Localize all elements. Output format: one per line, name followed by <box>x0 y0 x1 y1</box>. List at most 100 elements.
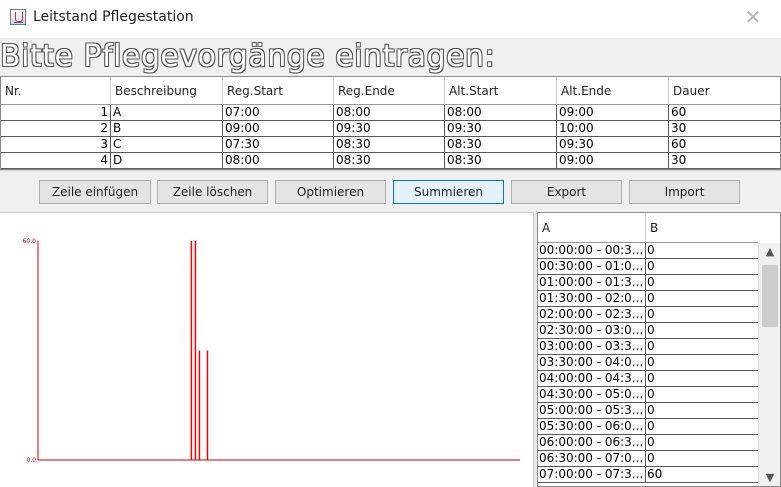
cell-dauer[interactable]: 30 <box>671 153 687 167</box>
cell-minutes[interactable]: 0 <box>647 259 655 273</box>
cell-time-interval[interactable]: 05:30:00 - 06:0... <box>538 419 646 434</box>
import-button[interactable]: Import <box>629 180 740 204</box>
table-row[interactable]: 00:30:00 - 01:0... 0 <box>538 259 758 275</box>
cell-reg-ende[interactable]: 08:30 <box>334 137 445 152</box>
cell-alt-start[interactable]: 08:00 <box>445 105 557 120</box>
cell-minutes[interactable]: 0 <box>647 339 655 353</box>
cell-reg-start[interactable]: 07:00 <box>223 105 334 120</box>
vertical-scrollbar[interactable]: ▲ ▼ <box>758 243 780 486</box>
table-row[interactable]: 05:00:00 - 05:3... 0 <box>538 403 758 419</box>
cell-minutes[interactable]: 0 <box>647 355 655 369</box>
cell-minutes[interactable]: 0 <box>647 275 655 289</box>
cell-minutes[interactable]: 0 <box>647 435 655 449</box>
table-row[interactable]: 02:00:00 - 02:3... 0 <box>538 307 758 323</box>
table-row[interactable]: 00:00:00 - 00:3... 0 <box>538 243 758 259</box>
table-row[interactable]: 01:00:00 - 01:3... 0 <box>538 275 758 291</box>
cell-beschreibung[interactable]: C <box>111 137 223 152</box>
cell-alt-ende[interactable]: 09:30 <box>557 137 669 152</box>
cell-reg-start[interactable]: 08:00 <box>223 153 334 168</box>
cell-minutes[interactable]: 0 <box>647 243 655 257</box>
table-row[interactable]: 2 B 09:00 09:30 09:30 10:00 30 <box>1 121 780 137</box>
table-row[interactable]: 06:30:00 - 07:0... 0 <box>538 451 758 467</box>
optimize-button[interactable]: Optimieren <box>275 180 386 204</box>
cell-minutes[interactable]: 0 <box>647 371 655 385</box>
cell-beschreibung[interactable]: A <box>111 105 223 120</box>
cell-time-interval[interactable]: 02:30:00 - 03:0... <box>538 323 646 338</box>
cell-time-interval[interactable]: 00:30:00 - 01:0... <box>538 259 646 274</box>
scroll-down-arrow-icon[interactable]: ▼ <box>765 471 775 484</box>
export-button[interactable]: Export <box>511 180 622 204</box>
cell-dauer[interactable]: 60 <box>671 137 687 151</box>
cell-time-interval[interactable]: 07:00:00 - 07:3... <box>538 467 646 482</box>
cell-time-interval[interactable]: 00:00:00 - 00:3... <box>538 243 646 258</box>
scroll-thumb[interactable] <box>762 265 778 327</box>
cell-minutes[interactable]: 0 <box>647 451 655 465</box>
table-row[interactable]: 04:30:00 - 05:0... 0 <box>538 387 758 403</box>
cell-time-interval[interactable]: 06:30:00 - 07:0... <box>538 451 646 466</box>
table-row[interactable]: 05:30:00 - 06:0... 0 <box>538 419 758 435</box>
cell-minutes[interactable]: 0 <box>647 291 655 305</box>
cell-time-interval[interactable]: 03:30:00 - 04:0... <box>538 355 646 370</box>
column-header-dauer[interactable]: Dauer <box>673 84 710 98</box>
table-row[interactable]: 02:30:00 - 03:0... 0 <box>538 323 758 339</box>
cell-reg-ende[interactable]: 08:30 <box>334 153 445 168</box>
cell-dauer[interactable]: 60 <box>671 105 687 119</box>
cell-alt-ende[interactable]: 09:00 <box>557 105 669 120</box>
cell-nr[interactable]: 3 <box>1 137 111 152</box>
table-row[interactable]: 4 D 08:00 08:30 08:30 09:00 30 <box>1 153 780 169</box>
scroll-up-arrow-icon[interactable]: ▲ <box>765 245 775 258</box>
cell-nr[interactable]: 1 <box>1 105 111 120</box>
cell-alt-start[interactable]: 08:30 <box>445 137 557 152</box>
sum-button[interactable]: Summieren <box>393 180 504 204</box>
table-row[interactable]: 1 A 07:00 08:00 08:00 09:00 60 <box>1 105 780 121</box>
cell-beschreibung[interactable]: B <box>111 121 223 136</box>
cell-alt-start[interactable]: 08:30 <box>445 153 557 168</box>
table-row[interactable]: 03:30:00 - 04:0... 0 <box>538 355 758 371</box>
cell-nr[interactable]: 2 <box>1 121 111 136</box>
cell-reg-start[interactable]: 07:30 <box>223 137 334 152</box>
column-header-b[interactable]: B <box>650 221 659 235</box>
column-header-a[interactable]: A <box>538 213 646 243</box>
column-header-alt-ende[interactable]: Alt.Ende <box>557 77 669 105</box>
cell-time-interval[interactable]: 06:00:00 - 06:3... <box>538 435 646 450</box>
table-row[interactable]: 06:00:00 - 06:3... 0 <box>538 435 758 451</box>
cell-reg-start[interactable]: 09:00 <box>223 121 334 136</box>
table-row[interactable]: 07:00:00 - 07:3... 60 <box>538 467 758 483</box>
column-header-nr[interactable]: Nr. <box>1 77 111 105</box>
table-row[interactable]: 03:00:00 - 03:3... 0 <box>538 339 758 355</box>
cell-minutes[interactable]: 60 <box>647 467 663 481</box>
cell-time-interval[interactable]: 03:00:00 - 03:3... <box>538 339 646 354</box>
cell-nr[interactable]: 4 <box>1 153 111 168</box>
split-pane-divider[interactable] <box>533 212 537 487</box>
add-row-button[interactable]: Zeile einfügen <box>39 180 151 204</box>
cell-dauer[interactable]: 30 <box>671 121 687 135</box>
cell-beschreibung[interactable]: D <box>111 153 223 168</box>
cell-alt-ende[interactable]: 10:00 <box>557 121 669 136</box>
cell-time-interval[interactable]: 05:00:00 - 05:3... <box>538 403 646 418</box>
column-header-beschreibung[interactable]: Beschreibung <box>111 77 223 105</box>
column-header-reg-start[interactable]: Reg.Start <box>223 77 334 105</box>
table-row[interactable]: 01:30:00 - 02:0... 0 <box>538 291 758 307</box>
cell-time-interval[interactable]: 01:30:00 - 02:0... <box>538 291 646 306</box>
column-header-reg-ende[interactable]: Reg.Ende <box>334 77 445 105</box>
delete-row-button[interactable]: Zeile löschen <box>157 180 268 204</box>
cell-minutes[interactable]: 0 <box>647 323 655 337</box>
cell-time-interval[interactable]: 02:00:00 - 02:3... <box>538 307 646 322</box>
cell-alt-start[interactable]: 09:30 <box>445 121 557 136</box>
cell-minutes[interactable]: 0 <box>647 419 655 433</box>
cell-minutes[interactable]: 0 <box>647 403 655 417</box>
cell-reg-ende[interactable]: 09:30 <box>334 121 445 136</box>
procedures-table[interactable]: Nr. Beschreibung Reg.Start Reg.Ende Alt.… <box>0 76 781 170</box>
table-row[interactable]: 3 C 07:30 08:30 08:30 09:30 60 <box>1 137 780 153</box>
cell-time-interval[interactable]: 01:00:00 - 01:3... <box>538 275 646 290</box>
cell-time-interval[interactable]: 04:30:00 - 05:0... <box>538 387 646 402</box>
cell-alt-ende[interactable]: 09:00 <box>557 153 669 168</box>
summary-table[interactable]: A B 00:00:00 - 00:3... 0 00:30:00 - 01:0..… <box>537 212 781 487</box>
cell-time-interval[interactable]: 04:00:00 - 04:3... <box>538 371 646 386</box>
close-button[interactable]: ✕ <box>744 5 762 29</box>
cell-minutes[interactable]: 0 <box>647 307 655 321</box>
table-row[interactable]: 04:00:00 - 04:3... 0 <box>538 371 758 387</box>
cell-reg-ende[interactable]: 08:00 <box>334 105 445 120</box>
cell-minutes[interactable]: 0 <box>647 387 655 401</box>
column-header-alt-start[interactable]: Alt.Start <box>445 77 557 105</box>
